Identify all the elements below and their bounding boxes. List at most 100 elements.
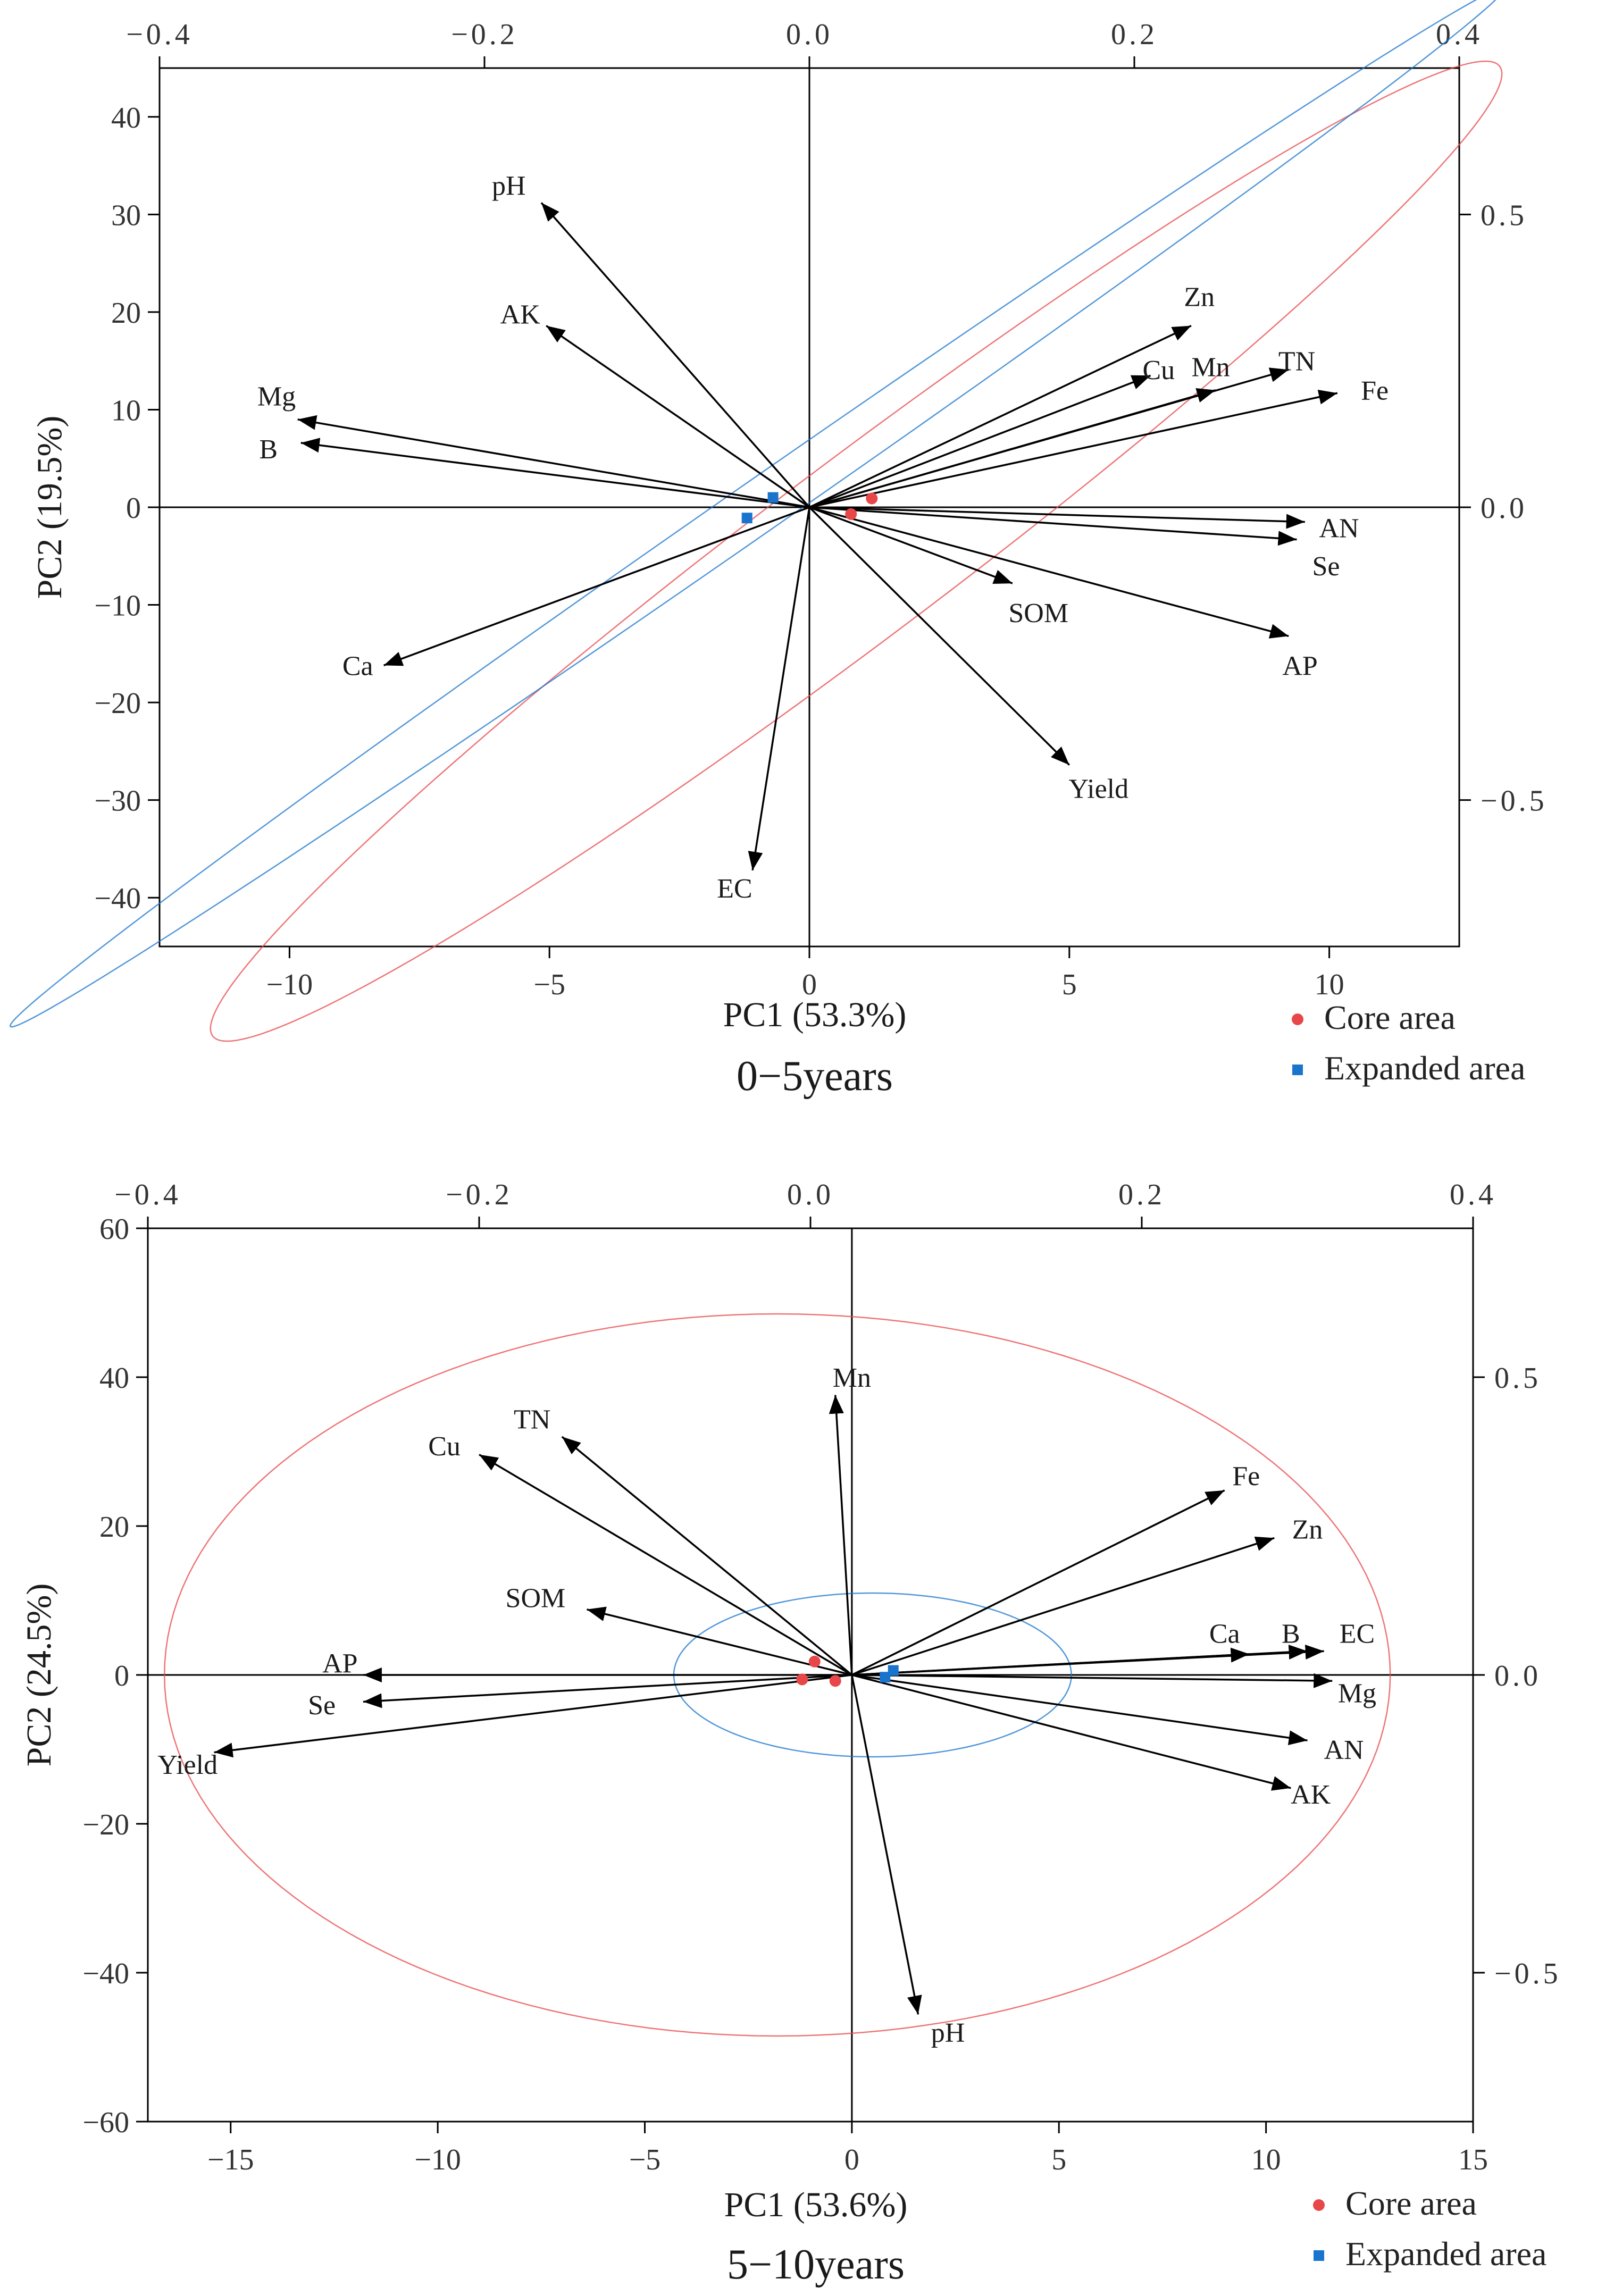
- legend-label-expanded-area: Expanded area: [1345, 2235, 1546, 2273]
- top-tick-label: −0.2: [446, 1178, 513, 1211]
- loading-label-ak: AK: [500, 300, 541, 330]
- loading-label-fe: Fe: [1361, 376, 1389, 406]
- loading-arrow-ca: [851, 1647, 1250, 1676]
- top-tick-label: −0.4: [114, 1178, 181, 1211]
- x-tick-label: 0: [802, 968, 817, 1001]
- loading-arrow-tn: [561, 1436, 852, 1676]
- top-tick-label: 0.0: [786, 18, 833, 51]
- loading-label-ca: Ca: [342, 651, 373, 681]
- loading-arrow-zn: [851, 1536, 1275, 1676]
- loading-label-som: SOM: [506, 1583, 566, 1613]
- loading-label-cu: Cu: [428, 1431, 461, 1462]
- loading-arrow-ak: [851, 1674, 1291, 1791]
- top-tick-label: 0.0: [787, 1178, 834, 1211]
- legend-marker-core: [1313, 2199, 1325, 2211]
- y-tick-label: −10: [94, 590, 141, 623]
- top-tick-label: −0.2: [451, 18, 518, 51]
- y-tick-label: 60: [99, 1213, 129, 1246]
- loading-label-se: Se: [1312, 551, 1340, 582]
- loading-arrow-mg: [297, 415, 810, 508]
- loading-label-ap: AP: [322, 1649, 357, 1679]
- loading-arrow-an: [851, 1674, 1308, 1746]
- loading-arrow-ak: [546, 325, 810, 508]
- legend-label-expanded-area: Expanded area: [1324, 1049, 1525, 1087]
- loading-label-b: B: [259, 434, 278, 465]
- loading-arrow-cu: [479, 1454, 852, 1676]
- right-tick-label: −0.5: [1494, 1957, 1561, 1990]
- loading-label-b: B: [1282, 1619, 1300, 1649]
- point-expanded-area: [888, 1665, 899, 1676]
- top-tick-label: 0.2: [1111, 18, 1158, 51]
- point-expanded-area: [880, 1672, 891, 1683]
- x-tick-label: −10: [266, 968, 313, 1001]
- right-tick-label: −0.5: [1481, 785, 1548, 818]
- loading-label-yield: Yield: [157, 1750, 218, 1780]
- y-axis-title: PC2 (19.5%): [30, 416, 69, 599]
- x-axis-title: PC1 (53.3%): [723, 995, 907, 1034]
- panel-subtitle: 0−5years: [737, 1053, 893, 1100]
- loading-label-cu: Cu: [1142, 355, 1175, 386]
- point-expanded-area: [767, 492, 779, 503]
- y-tick-label: 0: [126, 492, 141, 525]
- y-tick-label: −30: [94, 785, 141, 818]
- biplot-panel-5-10years: −15 −10 −5 0 5 10 15 −60 −40 −20 0 20 40 60−0.4 −0.2 0.…: [20, 1178, 1561, 2288]
- loading-label-an: AN: [1324, 1735, 1364, 1765]
- y-tick-label: −40: [82, 1957, 129, 1990]
- loading-arrow-ca: [383, 506, 810, 667]
- loading-label-tn: TN: [514, 1404, 550, 1435]
- y-tick-label: −60: [82, 2106, 129, 2139]
- loading-arrow-yield: [808, 506, 1071, 766]
- y-tick-label: 40: [99, 1362, 129, 1395]
- loading-label-se: Se: [308, 1690, 336, 1721]
- legend-label-core-area: Core area: [1345, 2184, 1477, 2222]
- loading-arrow-yield: [214, 1674, 852, 1758]
- point-core-area: [796, 1673, 808, 1686]
- loading-arrow-se: [809, 506, 1297, 546]
- loading-arrow-mn: [829, 1395, 853, 1675]
- y-tick-label: −20: [82, 1808, 129, 1841]
- top-tick-label: 0.2: [1118, 1178, 1165, 1211]
- point-core-area: [845, 508, 857, 520]
- loading-label-mn: Mn: [833, 1363, 871, 1393]
- loading-arrow-ph: [851, 1674, 922, 2015]
- loading-arrow-mn: [809, 388, 1216, 508]
- y-tick-label: −20: [94, 687, 141, 720]
- x-tick-label: 15: [1458, 2143, 1488, 2176]
- loading-arrow-zn: [809, 325, 1192, 508]
- loading-label-som: SOM: [1008, 598, 1068, 629]
- loading-label-mg: Mg: [1338, 1679, 1376, 1709]
- loading-arrow-se: [363, 1674, 852, 1708]
- loading-label-ak: AK: [1291, 1780, 1331, 1810]
- loading-arrow-cu: [809, 374, 1151, 508]
- loading-arrow-ec: [748, 507, 810, 871]
- point-core-area: [866, 492, 878, 505]
- loading-label-zn: Zn: [1292, 1515, 1323, 1545]
- point-expanded-area: [741, 513, 752, 524]
- loading-arrow-som: [809, 506, 1013, 584]
- loading-label-yield: Yield: [1068, 774, 1128, 805]
- loading-label-an: AN: [1319, 514, 1359, 544]
- y-tick-label: 0: [114, 1660, 129, 1692]
- x-tick-label: −5: [629, 2143, 661, 2176]
- loading-label-ap: AP: [1282, 651, 1317, 681]
- loading-arrow-ap: [809, 506, 1289, 639]
- loading-arrow-b: [300, 438, 810, 508]
- loading-label-zn: Zn: [1184, 282, 1215, 313]
- confidence-ellipse-core: [163, 1313, 1391, 2037]
- y-tick-label: −40: [94, 882, 141, 915]
- point-core-area: [808, 1655, 821, 1667]
- legend-marker-expanded: [1292, 1065, 1303, 1075]
- loading-arrow-som: [587, 1606, 852, 1676]
- y-tick-label: 40: [111, 102, 141, 135]
- loading-arrow-fe: [809, 389, 1338, 508]
- x-tick-label: −15: [207, 2143, 254, 2176]
- legend-label-core-area: Core area: [1324, 999, 1456, 1036]
- loading-arrow-an: [809, 506, 1305, 529]
- loading-arrow-mg: [851, 1673, 1333, 1688]
- loading-label-ph: pH: [931, 2018, 965, 2048]
- loading-label-ec: EC: [717, 874, 752, 904]
- x-tick-label: −5: [533, 968, 565, 1001]
- y-tick-label: 20: [111, 297, 141, 330]
- right-tick-label: 0.5: [1494, 1362, 1541, 1395]
